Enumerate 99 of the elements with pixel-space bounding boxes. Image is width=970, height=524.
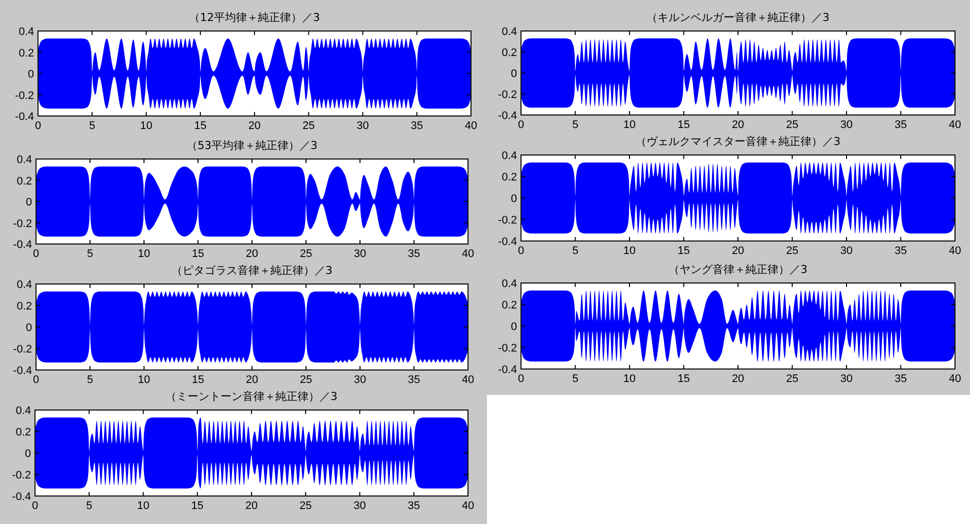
x-tick-label: 10 bbox=[623, 119, 636, 131]
y-tick-label: 0 bbox=[510, 193, 517, 205]
y-tick-label: 0 bbox=[28, 68, 34, 80]
y-tick-label: 0.2 bbox=[502, 300, 517, 312]
y-tick-label: 0.4 bbox=[18, 26, 34, 38]
x-tick-label: 40 bbox=[948, 373, 962, 385]
y-tick-label: -0.4 bbox=[498, 110, 517, 122]
x-tick-label: 40 bbox=[462, 248, 474, 260]
x-tick-label: 35 bbox=[408, 500, 420, 512]
x-tick-label: 30 bbox=[840, 245, 853, 257]
x-tick-label: 35 bbox=[410, 120, 423, 132]
y-tick-label: -0.2 bbox=[498, 342, 517, 354]
y-tick-label: 0.2 bbox=[16, 175, 32, 188]
y-tick-label: -0.4 bbox=[13, 365, 32, 377]
x-tick-label: 10 bbox=[623, 373, 636, 385]
x-tick-label: 20 bbox=[248, 120, 261, 132]
x-tick-label: 15 bbox=[678, 119, 690, 131]
x-tick-label: 5 bbox=[572, 245, 578, 257]
chart-title: （ピタゴラス音律＋純正律）／3 bbox=[172, 264, 332, 277]
x-tick-label: 10 bbox=[137, 500, 150, 512]
x-tick-label: 5 bbox=[89, 120, 96, 132]
y-tick-label: -0.2 bbox=[15, 90, 34, 102]
x-tick-label: 30 bbox=[354, 500, 366, 512]
y-tick-label: 0.2 bbox=[18, 47, 34, 60]
x-tick-label: 20 bbox=[245, 500, 258, 512]
y-tick-label: 0 bbox=[24, 448, 31, 460]
x-tick-label: 25 bbox=[302, 120, 315, 132]
x-tick-label: 35 bbox=[408, 374, 420, 386]
x-tick-label: 25 bbox=[300, 500, 312, 512]
x-tick-label: 40 bbox=[462, 374, 474, 386]
y-tick-label: 0.4 bbox=[16, 279, 32, 291]
x-tick-label: 40 bbox=[948, 119, 962, 131]
y-tick-label: 0.2 bbox=[502, 172, 517, 184]
x-tick-label: 20 bbox=[732, 373, 744, 385]
x-tick-label: 30 bbox=[354, 374, 366, 386]
chart-title: （ヴェルクマイスター音律＋純正律）／3 bbox=[636, 135, 840, 148]
y-tick-label: -0.4 bbox=[498, 364, 517, 376]
y-tick-label: 0.4 bbox=[502, 26, 517, 38]
x-tick-label: 35 bbox=[408, 248, 420, 260]
x-tick-label: 15 bbox=[678, 373, 690, 385]
x-tick-label: 20 bbox=[246, 374, 258, 386]
x-tick-label: 5 bbox=[572, 373, 578, 385]
y-tick-label: 0.2 bbox=[502, 47, 517, 59]
x-tick-label: 10 bbox=[140, 120, 152, 132]
y-tick-label: -0.4 bbox=[498, 236, 517, 248]
x-tick-label: 35 bbox=[894, 373, 907, 385]
y-tick-label: -0.4 bbox=[12, 491, 31, 503]
x-tick-label: 5 bbox=[572, 119, 578, 131]
x-tick-label: 15 bbox=[192, 374, 204, 386]
x-tick-label: 30 bbox=[356, 120, 369, 132]
x-tick-label: 20 bbox=[732, 245, 744, 257]
x-tick-label: 10 bbox=[623, 245, 636, 257]
x-tick-label: 20 bbox=[732, 119, 744, 131]
y-tick-label: 0.4 bbox=[502, 278, 517, 290]
x-tick-label: 15 bbox=[678, 245, 690, 257]
y-tick-label: 0.4 bbox=[502, 150, 517, 162]
x-tick-label: 40 bbox=[462, 500, 474, 512]
x-tick-label: 10 bbox=[138, 374, 150, 386]
x-tick-label: 35 bbox=[894, 245, 907, 257]
y-tick-label: -0.2 bbox=[13, 344, 32, 356]
y-tick-label: -0.2 bbox=[498, 214, 517, 226]
y-tick-label: -0.2 bbox=[498, 89, 517, 101]
chart-title: （キルンベルガー音律＋純正律）／3 bbox=[646, 11, 830, 24]
y-tick-label: -0.4 bbox=[15, 111, 34, 123]
x-tick-label: 40 bbox=[464, 120, 478, 132]
chart-title: （ヤング音律＋純正律）／3 bbox=[668, 263, 808, 276]
x-tick-label: 25 bbox=[786, 119, 798, 131]
x-tick-label: 25 bbox=[300, 374, 312, 386]
x-tick-label: 25 bbox=[786, 245, 798, 257]
x-tick-label: 25 bbox=[786, 373, 798, 385]
x-tick-label: 10 bbox=[138, 248, 150, 260]
y-tick-label: 0.4 bbox=[16, 405, 31, 417]
x-tick-label: 30 bbox=[354, 248, 366, 260]
x-tick-label: 15 bbox=[192, 248, 204, 260]
x-tick-label: 0 bbox=[34, 120, 42, 132]
y-tick-label: 0.2 bbox=[16, 426, 31, 438]
y-tick-label: -0.2 bbox=[12, 470, 31, 482]
x-tick-label: 20 bbox=[246, 248, 258, 260]
x-tick-label: 15 bbox=[194, 120, 206, 132]
y-tick-label: -0.4 bbox=[13, 239, 32, 251]
y-tick-label: 0.4 bbox=[16, 154, 32, 166]
x-tick-label: 5 bbox=[86, 374, 94, 386]
y-tick-label: 0 bbox=[510, 321, 517, 333]
x-tick-label: 40 bbox=[948, 245, 962, 257]
y-tick-label: 0 bbox=[26, 322, 32, 334]
y-tick-label: -0.2 bbox=[13, 218, 32, 230]
y-tick-label: 0 bbox=[26, 196, 32, 208]
x-tick-label: 15 bbox=[191, 500, 204, 512]
x-tick-label: 5 bbox=[86, 500, 92, 512]
x-tick-label: 30 bbox=[840, 373, 853, 385]
x-tick-label: 5 bbox=[86, 248, 94, 260]
chart-title: （ミーントーン音律＋純正律）／3 bbox=[166, 390, 338, 403]
y-tick-label: 0 bbox=[510, 68, 517, 80]
y-tick-label: 0.2 bbox=[16, 300, 32, 312]
x-tick-label: 30 bbox=[840, 119, 853, 131]
x-tick-label: 35 bbox=[894, 119, 907, 131]
chart-title: （53平均律＋純正律）／3 bbox=[186, 139, 318, 152]
chart-title: （12平均律＋純正律）／3 bbox=[189, 11, 320, 24]
x-tick-label: 25 bbox=[300, 248, 312, 260]
